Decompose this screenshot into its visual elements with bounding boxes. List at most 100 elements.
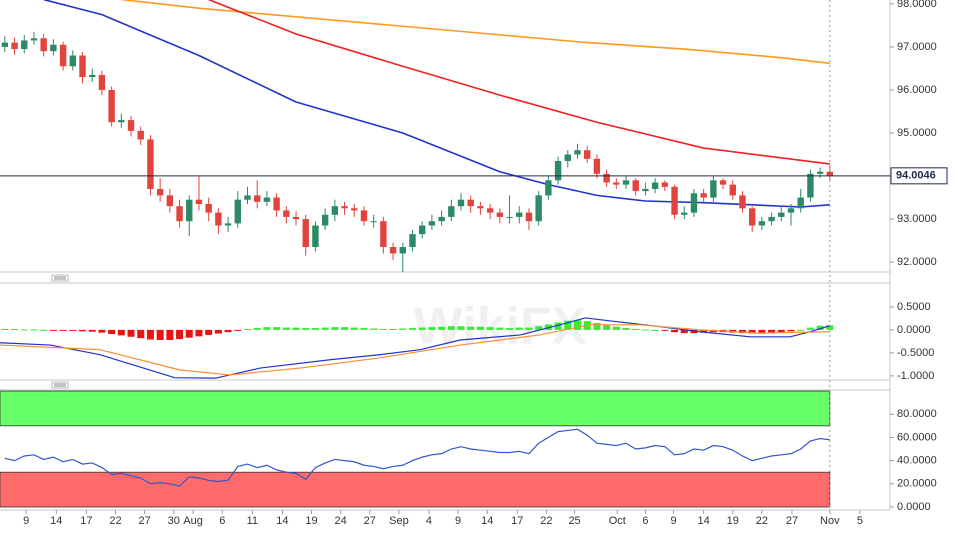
x-tick-label: 14: [481, 515, 493, 527]
histogram-bar: [302, 328, 310, 330]
candle-body: [360, 210, 368, 222]
rsi-line: [4, 428, 830, 487]
candle-body: [661, 182, 669, 187]
histogram-bar: [738, 329, 746, 334]
candle-body: [418, 225, 426, 235]
rsi-zone: [0, 471, 831, 508]
histogram-bar: [467, 326, 475, 330]
histogram-bar: [622, 328, 630, 330]
candle-body: [331, 206, 339, 215]
candle-body: [273, 197, 280, 211]
histogram-bar: [146, 329, 154, 340]
histogram-bar: [641, 329, 649, 331]
histogram-bar: [331, 327, 339, 330]
candle-body: [127, 120, 135, 131]
histogram-bar: [205, 329, 213, 335]
histogram-bar: [195, 329, 203, 337]
candle-body: [816, 171, 824, 174]
histogram-bar: [49, 329, 57, 331]
candle-body: [89, 74, 96, 78]
histogram-bar: [632, 328, 640, 330]
plot-area: [1, 0, 834, 272]
x-tick-label: 17: [80, 515, 92, 527]
x-tick-label: 19: [305, 515, 317, 527]
candle-body: [622, 180, 630, 185]
candle-body: [651, 182, 659, 189]
candle-body: [496, 212, 504, 217]
candle-body: [613, 182, 620, 185]
candle-body: [748, 208, 756, 226]
x-tick-label: 22: [109, 515, 121, 527]
histogram-bar: [797, 329, 805, 331]
histogram-bar: [40, 329, 48, 331]
candle-body: [409, 234, 416, 248]
histogram-bar: [603, 324, 611, 330]
candle-body: [166, 195, 174, 207]
candle-body: [59, 44, 67, 67]
x-tick-label: 27: [786, 515, 798, 527]
histogram-bar: [661, 329, 669, 331]
candle-body: [506, 216, 513, 218]
histogram-bar: [389, 328, 397, 330]
candle-body: [263, 197, 271, 202]
histogram-bar: [486, 327, 494, 330]
plot-area: [0, 390, 831, 508]
histogram-bar: [292, 327, 300, 330]
histogram-bar: [370, 328, 378, 330]
x-tick-label: 6: [219, 515, 225, 527]
candle-body: [545, 180, 552, 196]
candle-body: [583, 150, 591, 159]
y-tick-label: 20.0000: [897, 478, 937, 490]
candle-body: [486, 208, 494, 213]
candle-body: [719, 180, 727, 185]
candle-body: [380, 221, 387, 248]
histogram-bar: [311, 328, 319, 330]
resize-handle[interactable]: [51, 274, 69, 282]
histogram-bar: [78, 329, 86, 332]
candle-body: [234, 199, 241, 224]
macd-line: [0, 324, 830, 376]
histogram-bar: [282, 327, 290, 330]
histogram-bar: [137, 329, 145, 339]
histogram-bar: [30, 329, 38, 331]
moving-average: [208, 0, 830, 165]
candle-body: [21, 40, 28, 50]
y-tick-label: 95.0000: [897, 127, 937, 139]
histogram-bar: [816, 325, 824, 330]
last-price-label: 94.0046: [896, 170, 936, 182]
resize-handle[interactable]: [51, 381, 69, 389]
x-tick-label: Sep: [389, 515, 409, 527]
histogram-bar: [564, 320, 572, 330]
histogram-bar: [243, 328, 251, 330]
histogram-bar: [379, 328, 387, 330]
histogram-bar: [612, 326, 620, 330]
candle-body: [302, 219, 309, 248]
histogram-bar: [117, 329, 125, 336]
candle-body: [147, 139, 154, 189]
candle-body: [516, 212, 523, 217]
x-tick-label: 27: [364, 515, 376, 527]
histogram-bar: [535, 326, 543, 330]
candle-body: [438, 216, 445, 222]
histogram-bar: [418, 327, 426, 330]
histogram-bar: [671, 329, 679, 333]
histogram-bar: [214, 329, 222, 334]
candle-body: [739, 195, 746, 209]
y-tick-label: 0.0000: [897, 501, 931, 513]
histogram-bar: [554, 322, 562, 330]
candle-body: [428, 221, 436, 226]
x-tick-label: 5: [857, 515, 863, 527]
candle-body: [593, 158, 601, 174]
candle-body: [40, 38, 47, 52]
histogram-bar: [700, 329, 708, 333]
candle-body: [700, 193, 707, 198]
x-tick-label: 9: [23, 515, 29, 527]
candle-body: [554, 160, 562, 181]
y-tick-label: 92.0000: [897, 256, 937, 268]
histogram-bar: [263, 327, 271, 330]
candle-body: [341, 206, 348, 209]
histogram-bar: [108, 329, 116, 335]
histogram-bar: [777, 329, 785, 333]
x-tick-label: 9: [671, 515, 677, 527]
